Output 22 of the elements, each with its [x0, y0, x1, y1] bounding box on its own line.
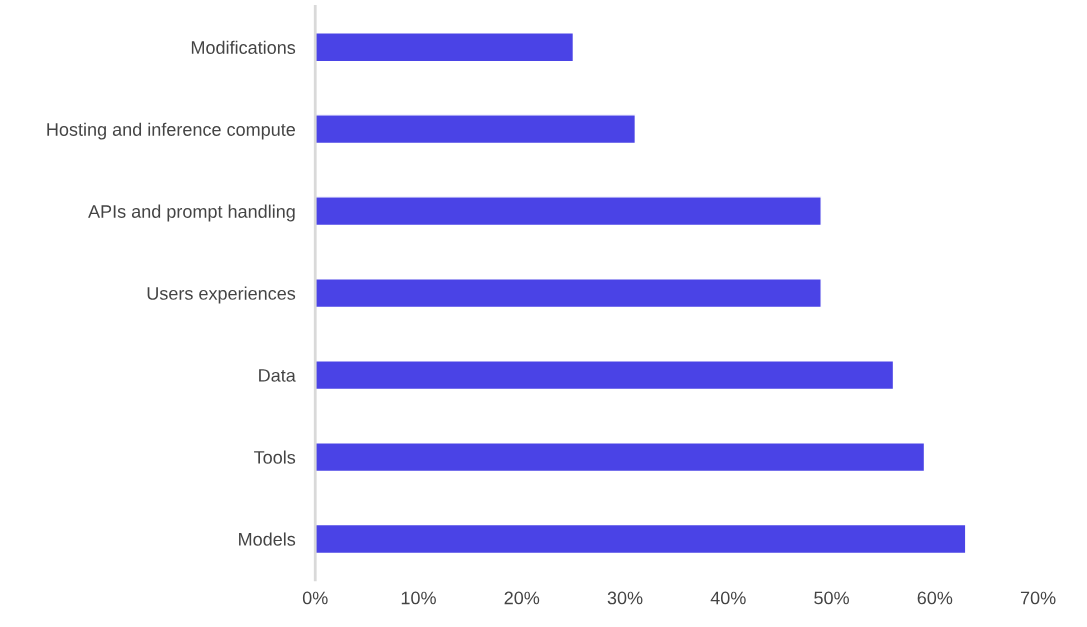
y-tick-label: APIs and prompt handling: [88, 204, 295, 222]
x-tick-label: 70%: [1020, 591, 1056, 605]
bar: [315, 442, 926, 473]
x-tick-label: 50%: [814, 591, 849, 605]
y-tick-label: Models: [239, 532, 296, 546]
x-tick-label: 10%: [401, 591, 436, 605]
x-tick-label: 0%: [302, 591, 328, 605]
bar: [315, 114, 637, 145]
x-tick-label: 30%: [607, 591, 643, 605]
y-tick-label: Hosting and inference compute: [47, 122, 295, 140]
bar: [315, 32, 575, 63]
x-tick-label: 60%: [917, 591, 953, 605]
bar: [315, 523, 967, 555]
x-tick-label: 20%: [504, 591, 540, 605]
bar: [315, 360, 895, 391]
bar: [315, 196, 822, 227]
bar: [315, 278, 822, 309]
y-tick-label: Tools: [254, 450, 296, 464]
y-tick-label: Data: [259, 369, 296, 382]
y-tick-label: Modifications: [191, 40, 296, 54]
x-tick-label: 40%: [710, 591, 746, 605]
y-tick-label: Users experiences: [147, 286, 296, 304]
